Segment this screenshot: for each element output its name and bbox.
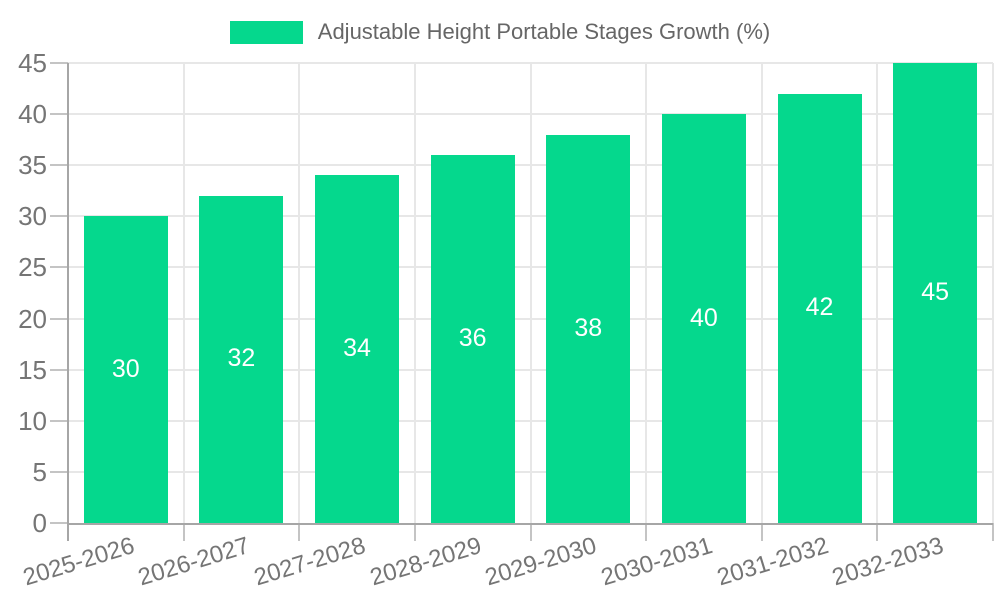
x-axis-tick [876,523,879,541]
bar-value-label: 36 [458,324,487,352]
bar-value-label: 34 [343,334,371,363]
y-axis-tick [50,470,68,473]
bar [777,93,862,523]
bar-value-label: 40 [690,303,718,332]
x-axis-tick [529,523,532,541]
y-axis-tick-label: 30 [18,201,47,232]
y-axis-tick-label: 20 [18,303,47,334]
bar-value-label: 30 [111,354,140,383]
legend-swatch [229,20,303,44]
y-axis-tick-label: 10 [18,405,47,436]
x-axis-tick [298,523,301,541]
bar [83,216,168,523]
x-axis-line [68,523,993,525]
y-axis-tick-label: 5 [32,456,47,487]
y-axis-tick-label: 0 [32,508,47,538]
y-axis-tick [50,368,68,371]
x-gridline [760,63,763,523]
y-axis-line [67,63,69,541]
bar-value-label: 32 [227,344,256,373]
y-axis-tick-label: 25 [18,252,47,283]
bar [893,63,978,523]
bar-value-label: 38 [574,313,603,342]
y-axis-tick [50,215,68,218]
y-axis-tick [50,317,68,320]
x-gridline [413,63,416,523]
y-axis-tick [50,62,68,64]
chart-legend: Adjustable Height Portable Stages Growth… [0,14,1000,50]
x-gridline [992,63,994,523]
bar [661,114,746,523]
y-axis-tick [50,164,68,167]
y-axis-tick-label: 15 [18,354,47,385]
x-axis-tick [645,523,648,541]
y-axis-tick-label: 40 [18,99,47,130]
legend-label: Adjustable Height Portable Stages Growth… [317,19,771,44]
x-gridline [298,63,301,523]
x-axis-tick [760,523,763,541]
x-gridline [876,63,879,523]
bar [430,155,515,523]
x-axis-tick [182,523,185,541]
y-axis-tick [50,266,68,269]
bar [315,175,400,523]
x-gridline [182,63,185,523]
x-axis-tick [413,523,416,541]
x-axis-tick [992,523,994,541]
x-gridline [645,63,648,523]
y-axis-tick-label: 35 [18,150,47,181]
y-axis-tick [50,522,68,524]
y-axis-tick-label: 45 [18,48,47,78]
x-gridline [529,63,532,523]
y-axis-tick [50,113,68,116]
bar-value-label: 45 [921,278,950,306]
bar [199,195,284,523]
bar [546,134,631,523]
bar-value-label: 42 [805,293,834,322]
y-axis-tick [50,419,68,422]
